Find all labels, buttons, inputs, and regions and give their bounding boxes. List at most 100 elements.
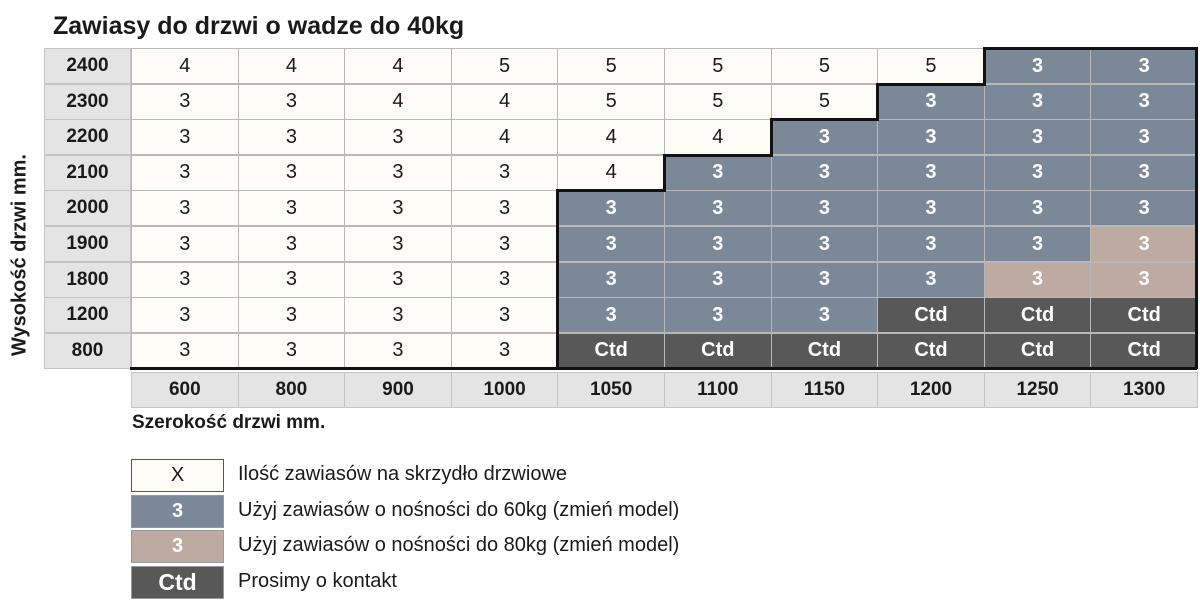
- column-header: 1050: [557, 372, 665, 408]
- table-cell: 3: [770, 154, 879, 191]
- table-cell: 3: [877, 190, 985, 227]
- column-header: 1300: [1090, 372, 1198, 408]
- table-cell: 5: [770, 83, 879, 120]
- table-cell: 3: [237, 190, 346, 227]
- row-header: 1900: [44, 226, 131, 262]
- table-cell: 3: [1090, 48, 1198, 84]
- table-cell: 3: [131, 119, 239, 156]
- legend-label: Ilość zawiasów na skrzydło drzwiowe: [238, 463, 568, 485]
- table-cell: 3: [344, 261, 452, 298]
- table-cell: 3: [877, 154, 985, 191]
- table-cell: 3: [131, 297, 239, 334]
- table-cell: 3: [983, 226, 1092, 262]
- table-cell: 4: [450, 119, 559, 156]
- column-header: 800: [237, 372, 346, 408]
- table-cell: 3: [237, 332, 346, 369]
- table-cell: Ctd: [664, 332, 772, 369]
- table-cell: 3: [1090, 261, 1198, 298]
- table-cell: 4: [450, 83, 559, 120]
- table-cell: 3: [344, 297, 452, 334]
- boundary-line: [769, 118, 880, 122]
- boundary-line: [982, 47, 1197, 50]
- y-axis-label: Wysokość drzwi mm.: [8, 154, 31, 356]
- table-cell: 3: [664, 154, 772, 191]
- table-cell: 3: [877, 119, 985, 156]
- table-cell: 3: [450, 154, 559, 191]
- table-cell: 3: [450, 190, 559, 227]
- table-cell: 3: [344, 226, 452, 262]
- row-header: 1200: [44, 297, 131, 334]
- table-cell: 3: [344, 332, 452, 369]
- table-cell: 5: [450, 48, 559, 84]
- legend-swatch: 3: [131, 494, 224, 528]
- table-cell: 3: [450, 332, 559, 369]
- column-header: 600: [131, 372, 239, 408]
- table-cell: 4: [237, 48, 346, 84]
- table-cell: 3: [983, 261, 1092, 298]
- table-cell: 3: [664, 226, 772, 262]
- legend-label: Użyj zawiasów o nośności do 60kg (zmień …: [238, 498, 680, 521]
- boundary-line: [769, 119, 773, 156]
- column-header: 1150: [770, 372, 879, 408]
- table-cell: 3: [770, 119, 879, 156]
- row-header: 2100: [44, 154, 131, 191]
- table-cell: 3: [770, 190, 879, 227]
- table-cell: 3: [983, 190, 1092, 227]
- table-cell: Ctd: [557, 332, 665, 369]
- boundary-line: [876, 82, 986, 86]
- table-cell: 3: [131, 154, 239, 191]
- table-cell: 3: [664, 297, 772, 334]
- column-header: 1000: [450, 372, 559, 408]
- boundary-line: [556, 189, 666, 193]
- row-header: 2400: [44, 48, 131, 84]
- table-cell: 3: [877, 261, 985, 298]
- table-cell: 3: [983, 83, 1092, 120]
- table-cell: 3: [237, 297, 346, 334]
- table-cell: Ctd: [1090, 297, 1198, 334]
- boundary-line: [663, 154, 666, 192]
- table-cell: 3: [237, 261, 346, 298]
- table-cell: 3: [983, 48, 1092, 84]
- boundary-line: [556, 190, 560, 227]
- row-header: 2300: [44, 83, 131, 120]
- boundary-line: [556, 226, 560, 263]
- table-cell: 3: [131, 261, 239, 298]
- row-header: 2200: [44, 119, 131, 156]
- boundary-line: [663, 153, 773, 157]
- row-header: 1800: [44, 261, 131, 298]
- boundary-line: [130, 367, 1197, 371]
- table-cell: 3: [1090, 119, 1198, 156]
- table-cell: 3: [450, 226, 559, 262]
- legend-item: Ctd Prosimy o kontakt: [131, 565, 831, 600]
- column-header: 1200: [877, 372, 985, 408]
- boundary-line: [1195, 47, 1198, 370]
- boundary-line: [876, 83, 880, 121]
- table-cell: 3: [770, 226, 879, 262]
- table-cell: 3: [450, 261, 559, 298]
- boundary-line: [556, 297, 560, 334]
- table-cell: Ctd: [877, 297, 985, 334]
- column-header: 1100: [664, 372, 772, 408]
- boundary-line: [982, 48, 986, 85]
- table-cell: 3: [237, 119, 346, 156]
- table-cell: 4: [344, 48, 452, 84]
- legend-item: X Ilość zawiasów na skrzydło drzwiowe: [131, 459, 831, 493]
- table-cell: 4: [344, 83, 452, 120]
- table-cell: 3: [1090, 154, 1198, 191]
- table-cell: Ctd: [770, 332, 879, 369]
- legend-swatch: Ctd: [131, 565, 224, 599]
- table-cell: 3: [1090, 226, 1198, 262]
- table-cell: 3: [877, 83, 985, 120]
- table-cell: 3: [131, 190, 239, 227]
- table-cell: 3: [983, 154, 1092, 191]
- table-cell: Ctd: [1090, 332, 1198, 369]
- table-cell: Ctd: [983, 332, 1092, 369]
- table-cell: 5: [664, 83, 772, 120]
- column-header: 1250: [983, 372, 1092, 408]
- table-cell: 5: [770, 48, 879, 84]
- table-cell: 4: [131, 48, 239, 84]
- table-cell: 3: [131, 226, 239, 262]
- legend-item: 3 Użyj zawiasów o nośności do 60kg (zmień…: [131, 494, 831, 529]
- table-cell: Ctd: [877, 332, 985, 369]
- table-cell: 3: [557, 297, 665, 334]
